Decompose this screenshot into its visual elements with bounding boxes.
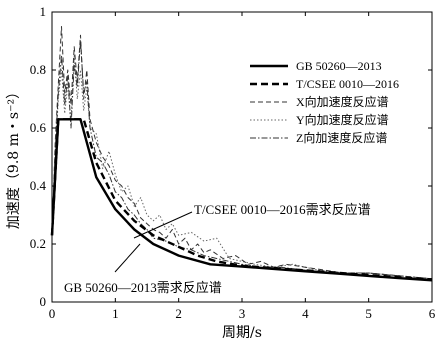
x-tick-label: 0 (49, 306, 56, 321)
x-tick-label: 4 (302, 306, 309, 321)
annotation-gb-text: GB 50260—2013需求反应谱 (64, 280, 222, 295)
y-tick-label: 0.6 (30, 120, 47, 135)
x-tick-label: 1 (112, 306, 119, 321)
annotation-csee-text: T/CSEE 0010—2016需求反应谱 (194, 202, 371, 217)
y-tick-label: 1 (40, 4, 47, 19)
x-axis-label: 周期/s (222, 325, 262, 341)
legend-label-gb: GB 50260—2013 (296, 59, 382, 73)
legend-label-csee: T/CSEE 0010—2016 (296, 77, 399, 91)
x-tick-label: 6 (429, 306, 436, 321)
y-tick-label: 0.2 (30, 236, 46, 251)
y-axis-label: 加速度（9.8 m・s⁻²） (6, 85, 22, 229)
y-tick-label: 0.4 (30, 178, 47, 193)
annotation-csee: T/CSEE 0010—2016需求反应谱 (133, 202, 371, 239)
series-line-3 (51, 55, 433, 280)
annotation-gb-arrow (114, 243, 141, 273)
x-tick-label: 3 (239, 306, 246, 321)
y-tick-label: 0 (40, 294, 47, 309)
legend: GB 50260—2013 T/CSEE 0010—2016 X向加速度反应谱 … (250, 59, 399, 145)
x-tick-label: 2 (175, 306, 182, 321)
series-line-1 (50, 118, 433, 281)
annotation-csee-arrow (133, 211, 193, 239)
series-line-2 (51, 26, 433, 280)
series-layer (50, 26, 433, 282)
plot-frame (51, 11, 433, 303)
annotation-gb: GB 50260—2013需求反应谱 (64, 243, 222, 295)
legend-label-y: Y向加速度反应谱 (296, 112, 389, 127)
series-line-0 (50, 118, 433, 282)
axis-layer: 0 1 2 3 4 5 6 0 0.2 0.4 0.6 0.8 1 (30, 4, 436, 321)
legend-label-x: X向加速度反应谱 (296, 94, 389, 109)
y-tick-label: 0.8 (30, 62, 46, 77)
x-tick-label: 5 (365, 306, 372, 321)
legend-label-z: Z向加速度反应谱 (296, 130, 387, 145)
